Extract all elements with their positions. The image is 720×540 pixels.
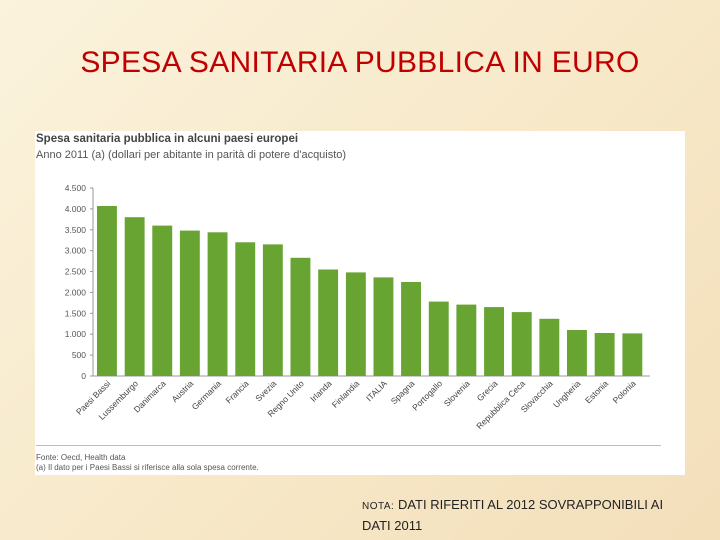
x-tick-label: Repubblica Ceca (474, 378, 527, 431)
bar (262, 244, 283, 376)
y-tick-label: 1.000 (65, 329, 87, 339)
y-tick-label: 0 (81, 371, 86, 381)
slide-note: NOTA: DATI RIFERITI AL 2012 SOVRAPPONIBI… (362, 495, 692, 535)
bar (179, 230, 200, 376)
y-tick-label: 2.000 (65, 287, 87, 297)
chart-title: Spesa sanitaria pubblica in alcuni paesi… (36, 133, 299, 145)
bar (594, 333, 615, 376)
x-tick-label: ITALIA (364, 378, 389, 403)
footnote-note: (a) Il dato per i Paesi Bassi si riferis… (36, 463, 259, 472)
footnote-separator (36, 445, 661, 446)
y-tick-label: 3.000 (65, 246, 87, 256)
footnote-source: Fonte: Oecd, Health data (36, 453, 126, 462)
y-tick-label: 4.500 (65, 183, 87, 193)
bar (97, 206, 117, 376)
x-tick-label: Svezia (253, 378, 278, 403)
note-label: NOTA: (362, 501, 395, 512)
x-tick-label: Germania (190, 378, 224, 412)
x-tick-label: Estonia (583, 378, 610, 405)
bar (484, 307, 504, 376)
x-tick-label: Francia (224, 378, 251, 405)
bar (318, 269, 339, 376)
x-tick-label: Polonia (611, 378, 638, 405)
bar (622, 333, 643, 376)
y-tick-label: 500 (72, 350, 86, 360)
bar (511, 312, 532, 376)
bar (373, 277, 394, 376)
bar (456, 304, 477, 376)
x-tick-label: Finlandia (330, 378, 362, 410)
bar (401, 282, 421, 376)
bar (345, 272, 366, 376)
bar (290, 257, 311, 376)
bar (567, 330, 587, 376)
x-tick-label: Irlanda (308, 378, 334, 404)
x-tick-label: Ungheria (551, 378, 583, 410)
bar (539, 318, 560, 376)
bar (428, 301, 449, 376)
x-tick-label: Portogallo (410, 378, 444, 412)
bar (124, 217, 145, 376)
bars (97, 206, 643, 376)
y-tick-label: 3.500 (65, 225, 87, 235)
bar (207, 232, 228, 376)
slide-title: SPESA SANITARIA PUBBLICA IN EURO (80, 46, 640, 79)
bar (235, 242, 256, 376)
note-text: DATI RIFERITI AL 2012 SOVRAPPONIBILI AI … (362, 497, 664, 533)
x-tick-label: Austria (170, 378, 196, 404)
chart-subtitle: Anno 2011 (a) (dollari per abitante in p… (36, 149, 347, 161)
x-tick-label: Grecia (475, 378, 500, 403)
y-tick-label: 1.500 (65, 308, 87, 318)
x-tick-label: Slovenia (442, 378, 472, 408)
y-tick-label: 2.500 (65, 267, 87, 277)
bar (152, 225, 173, 376)
y-tick-label: 4.000 (65, 204, 87, 214)
